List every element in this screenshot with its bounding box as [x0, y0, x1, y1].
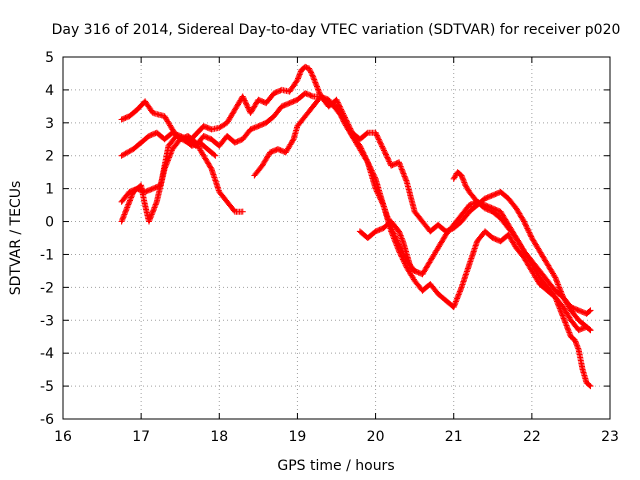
y-tick-label: -4: [40, 346, 54, 362]
chart-title: Day 316 of 2014, Sidereal Day-to-day VTE…: [52, 22, 621, 38]
series-track-g: [450, 169, 594, 390]
series-track-d: [118, 133, 219, 205]
y-tick-label: 3: [45, 116, 54, 132]
x-tick-label: 17: [132, 429, 150, 445]
x-tick-label: 20: [367, 429, 385, 445]
data-series: [118, 63, 594, 390]
x-tick-label: 23: [601, 429, 619, 445]
x-tick-label: 21: [445, 429, 463, 445]
x-tick-label: 18: [210, 429, 228, 445]
series-track-f: [356, 218, 418, 274]
y-tick-label: -5: [40, 379, 54, 395]
y-tick-label: -2: [40, 280, 54, 296]
plot-frame: [62, 56, 611, 420]
y-tick-label: -3: [40, 313, 54, 329]
y-tick-label: 0: [45, 215, 54, 231]
x-tick-label: 19: [289, 429, 307, 445]
y-tick-label: -1: [40, 247, 54, 263]
y-tick-label: 2: [45, 149, 54, 165]
y-tick-label: -6: [40, 412, 54, 428]
y-tick-label: 5: [45, 50, 54, 66]
x-axis-label: GPS time / hours: [277, 458, 394, 474]
y-tick-label: 1: [45, 182, 54, 198]
axis-ticks: [62, 56, 611, 420]
x-tick-label: 22: [523, 429, 541, 445]
y-tick-labels: -6 -5 -4 -3 -2 -1 0 1 2 3 4 5: [40, 50, 54, 428]
x-tick-label: 16: [54, 429, 72, 445]
y-axis-label: SDTVAR / TECUs: [8, 181, 24, 296]
x-tick-labels: 16 17 18 19 20 21 22 23: [54, 429, 619, 445]
series-track-a: [118, 63, 594, 334]
series-track-b: [118, 90, 594, 334]
y-tick-label: 4: [45, 83, 54, 99]
